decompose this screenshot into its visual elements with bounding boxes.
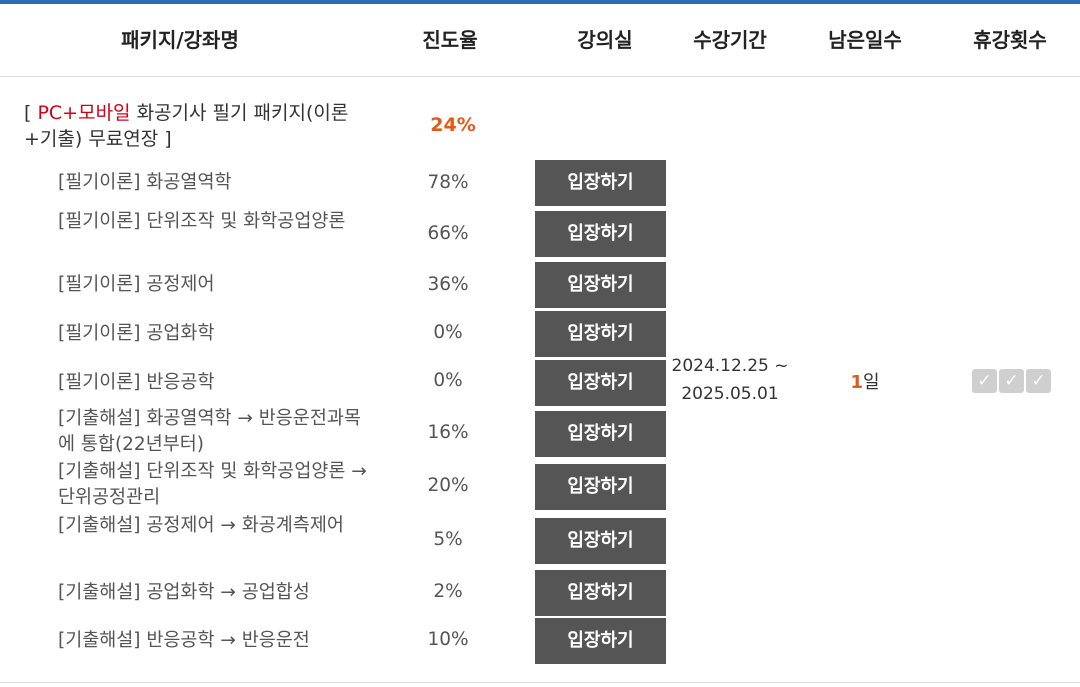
course-progress: 10% [427,629,469,650]
check-icon: ✓ [972,369,997,393]
check-icon: ✓ [1026,369,1051,393]
course-name: [기출해설] 공업화학 → 공업합성 [58,582,310,603]
header-classroom: 강의실 [577,28,633,52]
course-progress: 20% [427,475,469,496]
header-period: 수강기간 [693,28,767,52]
enter-classroom-button[interactable]: 입장하기 [535,464,666,510]
enter-classroom-button[interactable]: 입장하기 [535,360,666,406]
break-count-indicator: ✓ ✓ ✓ [972,369,1051,393]
package-title-highlight: PC+모바일 [37,102,131,124]
course-name: [필기이론] 단위조작 및 화학공업양론 [58,211,346,232]
package-title-text: 화공기사 필기 패키지(이론+기출) 무료연장 ] [24,102,349,150]
header-remaining: 남은일수 [828,28,902,52]
course-progress: 0% [433,370,463,391]
course-name: [필기이론] 공업화학 [58,323,215,344]
enter-classroom-button[interactable]: 입장하기 [535,262,666,308]
course-name: [필기이론] 반응공학 [58,372,215,393]
study-period: 2024.12.25 ~ 2025.05.01 [668,352,792,408]
course-progress: 36% [427,274,469,295]
course-progress: 78% [427,172,469,193]
course-name: [기출해설] 공정제어 → 화공계측제어 [58,515,344,536]
header-package-name: 패키지/강좌명 [121,28,239,52]
enter-classroom-button[interactable]: 입장하기 [535,311,666,357]
package-title-bracket: [ [24,102,38,124]
header-progress: 진도율 [422,28,478,52]
enter-classroom-button[interactable]: 입장하기 [535,160,666,206]
top-accent-line [0,0,1080,4]
course-progress: 2% [433,581,463,602]
period-start: 2024.12.25 ~ [671,356,789,376]
course-name: [필기이론] 화공열역학 [58,172,232,193]
course-progress: 0% [433,322,463,343]
enter-classroom-button[interactable]: 입장하기 [535,211,666,257]
course-progress: 16% [427,422,469,443]
course-name: [기출해설] 단위조작 및 화학공업양론 → 단위공정관리 [58,461,367,508]
package-title: [ PC+모바일 화공기사 필기 패키지(이론+기출) 무료연장 ] [24,100,364,152]
period-end: 2025.05.01 [681,384,779,404]
remaining-days: 1일 [820,368,910,394]
table-header: 패키지/강좌명 진도율 강의실 수강기간 남은일수 휴강횟수 [0,4,1080,77]
course-progress: 5% [433,529,463,550]
enter-classroom-button[interactable]: 입장하기 [535,618,666,664]
package-progress: 24% [430,114,476,136]
enter-classroom-button[interactable]: 입장하기 [535,518,666,564]
table-bottom-border [0,682,1080,683]
remaining-days-number: 1 [850,372,863,393]
enter-classroom-button[interactable]: 입장하기 [535,411,666,457]
course-progress: 66% [427,223,469,244]
remaining-days-unit: 일 [862,372,880,393]
course-name: [기출해설] 반응공학 → 반응운전 [58,630,310,651]
check-icon: ✓ [999,369,1024,393]
course-name: [기출해설] 화공열역학 → 반응운전과목에 통합(22년부터) [58,408,361,455]
enter-classroom-button[interactable]: 입장하기 [535,570,666,616]
course-name: [필기이론] 공정제어 [58,274,215,295]
header-breaks: 휴강횟수 [973,28,1047,52]
